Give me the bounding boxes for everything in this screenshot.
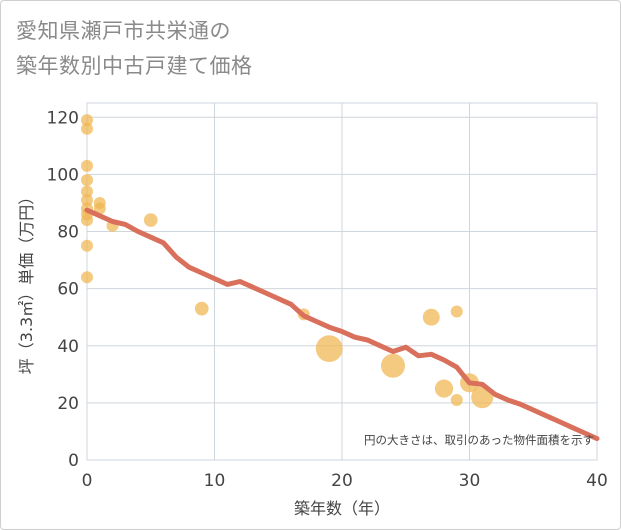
trend-line bbox=[84, 207, 600, 442]
y-tick-label: 100 bbox=[47, 165, 79, 185]
size-note: 円の大きさは、取引のあった物件面積を示す bbox=[364, 433, 594, 447]
bubble-point bbox=[315, 335, 343, 363]
y-axis-label: 坪（3.3㎡）単価（万円） bbox=[17, 189, 36, 374]
bubble-point bbox=[450, 305, 463, 318]
bubble-point bbox=[81, 174, 93, 187]
x-tick-label: 0 bbox=[82, 471, 93, 491]
chart-title: 愛知県瀬戸市共栄通の 築年数別中古戸建て価格 bbox=[16, 14, 253, 84]
x-tick-label: 40 bbox=[586, 471, 608, 491]
x-axis-label: 築年数（年） bbox=[294, 499, 390, 518]
chart-title-line-1: 愛知県瀬戸市共栄通の bbox=[16, 19, 231, 43]
x-tick-label: 30 bbox=[459, 471, 481, 491]
bubble-point bbox=[450, 394, 463, 407]
x-axis-ticks: 0 10 20 30 40 bbox=[82, 471, 608, 491]
y-tick-label: 0 bbox=[68, 451, 79, 471]
bubble-point bbox=[81, 194, 93, 207]
y-tick-label: 60 bbox=[57, 280, 79, 300]
bubble-point bbox=[81, 271, 93, 284]
bubble-point bbox=[81, 159, 93, 172]
bubble-point bbox=[422, 308, 440, 326]
y-tick-label: 40 bbox=[57, 337, 79, 357]
bubble-point bbox=[381, 353, 405, 378]
x-tick-label: 20 bbox=[331, 471, 353, 491]
bubble-point bbox=[93, 202, 106, 215]
y-tick-label: 120 bbox=[47, 108, 79, 128]
bubble-point bbox=[143, 213, 158, 227]
bubble-series bbox=[81, 114, 494, 409]
bubble-point bbox=[81, 239, 93, 252]
x-tick-label: 10 bbox=[204, 471, 226, 491]
bubble-point bbox=[81, 122, 93, 135]
bubble-point bbox=[81, 114, 93, 127]
y-tick-label: 80 bbox=[57, 223, 79, 243]
bubble-point bbox=[434, 379, 454, 398]
bubble-point bbox=[81, 214, 93, 227]
chart-title-line-2: 築年数別中古戸建て価格 bbox=[16, 54, 253, 78]
bubble-point bbox=[194, 301, 209, 316]
bubble-point bbox=[81, 185, 93, 198]
y-tick-label: 20 bbox=[57, 394, 79, 414]
y-axis-ticks: 0 20 40 60 80 100 120 bbox=[47, 108, 79, 471]
